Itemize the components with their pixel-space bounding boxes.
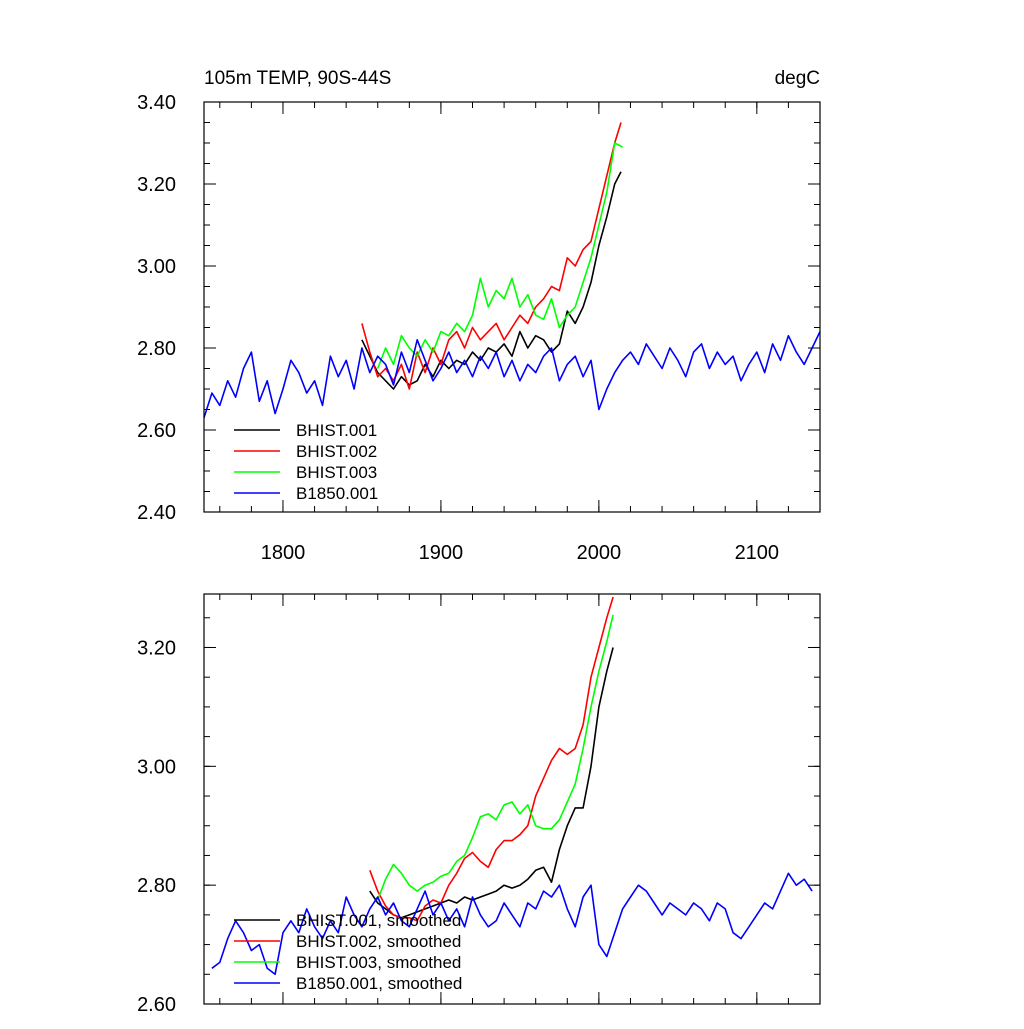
y-tick-label: 2.80 (137, 875, 176, 897)
panel-1: 2.40 2.60 2.80 3.00 3.20 3.40 1800 1900 2000 2100… (137, 92, 821, 564)
plot-frame (203, 593, 821, 1005)
legend-label-4: B1850.001 (296, 484, 378, 503)
legend-label-4: B1850.001, smoothed (296, 974, 462, 993)
y-tick-label: 2.80 (137, 338, 176, 360)
legend-label-1: BHIST.001 (296, 421, 377, 440)
x-tick-label: 1900 (419, 542, 464, 564)
x-tick-label: 1800 (261, 542, 306, 564)
y-tick-label: 3.20 (137, 174, 176, 196)
y-tick-label: 2.60 (137, 994, 176, 1016)
y-tick-label: 3.00 (137, 256, 176, 278)
y-tick-label: 3.40 (137, 92, 176, 114)
chart-title: 105m TEMP, 90S-44S (204, 68, 391, 89)
legend-label-1: BHIST.001, smoothed (296, 911, 461, 930)
series-line-1-2 (361, 122, 622, 390)
series-line-2-1 (369, 647, 614, 919)
y-tick-label: 3.00 (137, 756, 176, 778)
series-line-2-3 (376, 614, 614, 901)
series-line-1-1 (361, 171, 622, 390)
x-tick-label: 2100 (735, 542, 780, 564)
legend-label-2: BHIST.002, smoothed (296, 932, 461, 951)
chart-units: degC (775, 68, 820, 89)
y-tick-label: 2.60 (137, 420, 176, 442)
y-tick-label: 2.40 (137, 502, 176, 524)
legend-label-3: BHIST.003, smoothed (296, 953, 461, 972)
series-line-1-3 (376, 142, 623, 369)
x-tick-label: 2000 (577, 542, 622, 564)
y-tick-label: 3.20 (137, 637, 176, 659)
panel-2: 2.60 2.80 3.00 3.20 BHIST.001, smoothed BHIST… (137, 593, 821, 1016)
series-line-2-4 (211, 872, 813, 976)
legend-label-3: BHIST.003 (296, 463, 377, 482)
series-line-1-4 (203, 331, 821, 418)
legend-label-2: BHIST.002 (296, 442, 377, 461)
series-line-2-2 (369, 596, 614, 922)
